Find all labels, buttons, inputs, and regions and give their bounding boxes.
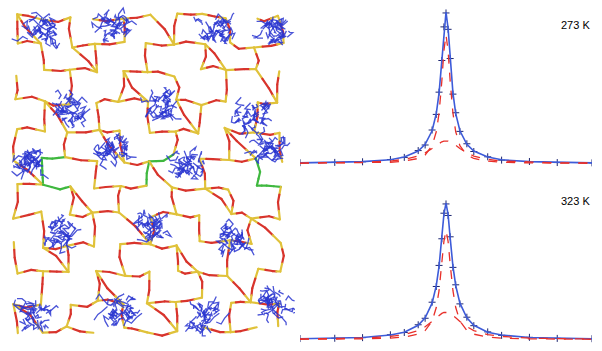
- svg-text:323 K: 323 K: [561, 195, 590, 207]
- svg-text:273 K: 273 K: [561, 19, 590, 31]
